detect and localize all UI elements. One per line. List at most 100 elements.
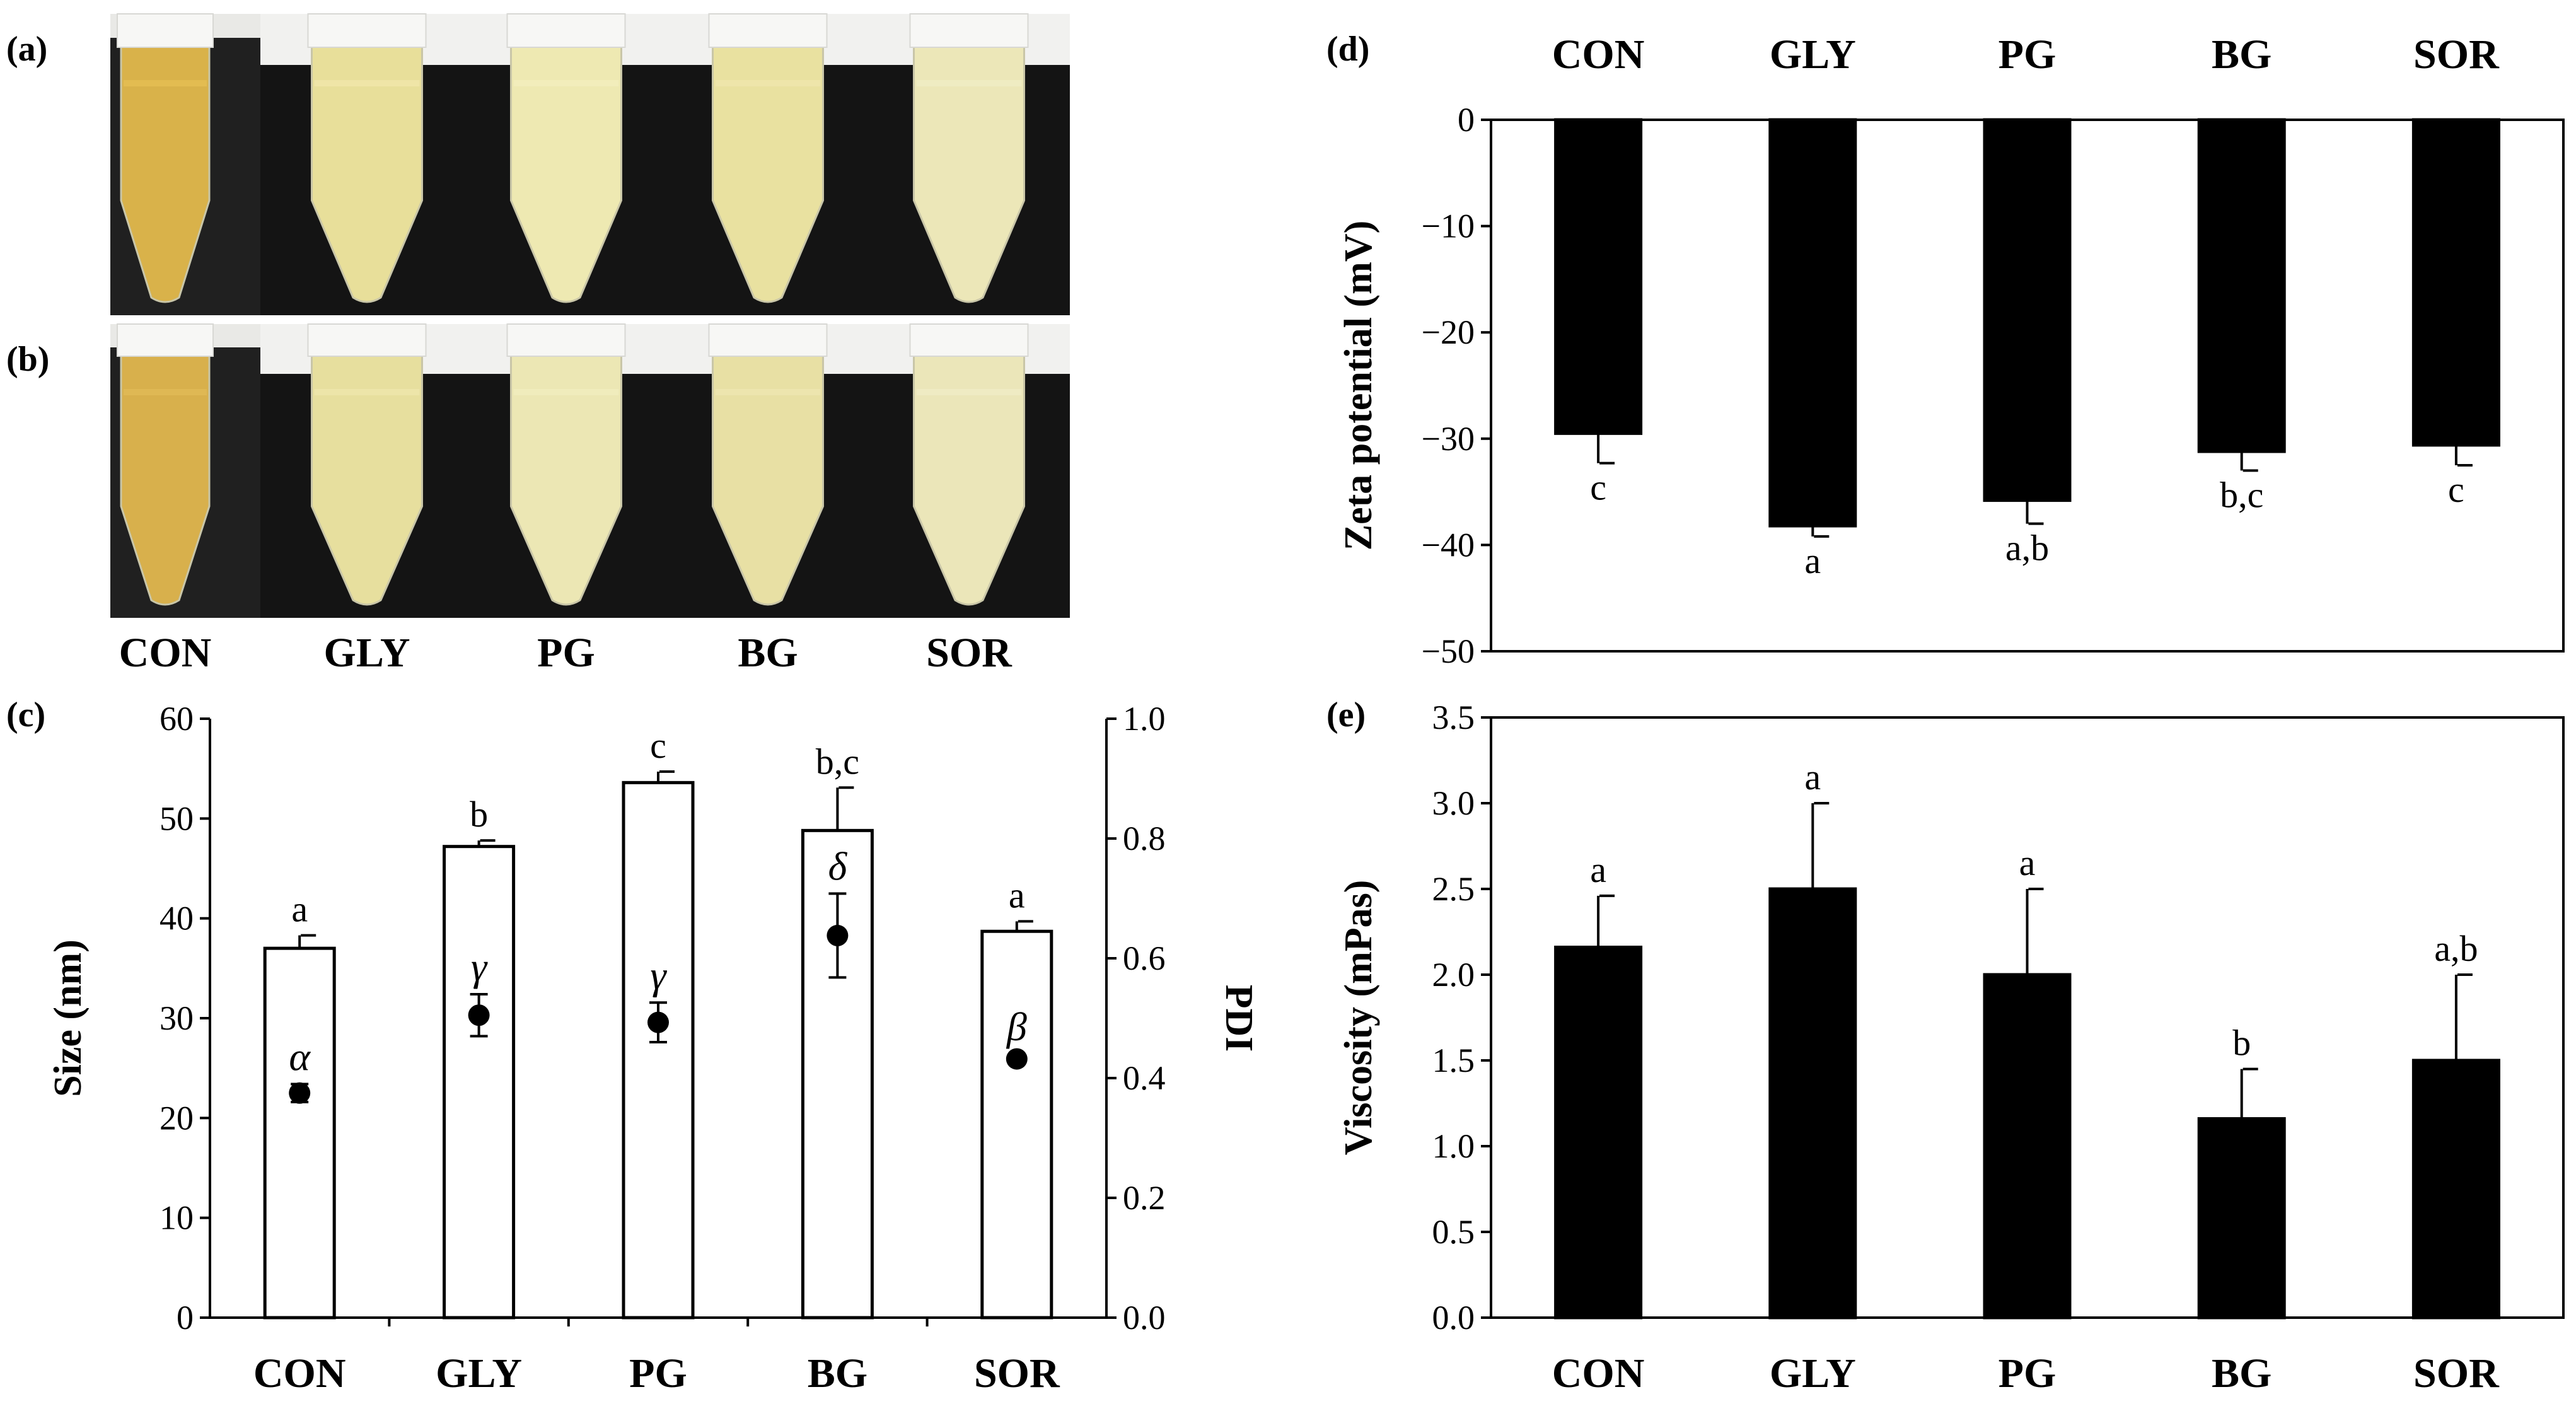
x-category-label-sor: SOR xyxy=(974,1350,1060,1396)
bar-bg xyxy=(801,828,874,1320)
chart-c: a b c b,c a α γ γ δ β 0 10 20 30 40 50 60 0.0 0.2 0.4 0.6 0.8… xyxy=(47,700,1260,1396)
x-category-label-bg: BG xyxy=(2212,32,2271,78)
x-category-label-con: CON xyxy=(253,1350,346,1396)
y-tick-label: 0 xyxy=(177,1299,194,1337)
sig-letter-gly: a xyxy=(1804,757,1821,798)
tube-sor xyxy=(913,43,1025,303)
sig-letter-pg: a,b xyxy=(2005,528,2049,569)
tube-meniscus-gly xyxy=(314,80,420,86)
x-category-label-con: CON xyxy=(1552,1350,1645,1396)
x-category-label-sor: SOR xyxy=(2413,1350,2500,1396)
pdi-point-sor xyxy=(1006,1048,1028,1070)
photo-panel-b xyxy=(110,323,1070,618)
y-tick-label: −20 xyxy=(1422,313,1475,351)
pdi-point-bg xyxy=(827,924,849,946)
sig-letter-sor: c xyxy=(2448,469,2464,510)
tube-meniscus-sor xyxy=(916,80,1022,86)
y-tick-label: 50 xyxy=(160,799,194,837)
chart-e: a a a b a,b 0.0 0.5 1.0 1.5 2.0 2.5 3.0 3.5 CON GLY PG B… xyxy=(1337,699,2565,1396)
pdi-letter-pg: γ xyxy=(650,953,667,997)
tube-cap-bg xyxy=(708,13,828,48)
y-tick-label: 0 xyxy=(1458,101,1475,139)
y-tick-label: −50 xyxy=(1422,632,1475,670)
panel-label-d: (d) xyxy=(1326,30,1369,69)
y2-tick-label: 0.2 xyxy=(1123,1179,1166,1217)
sig-letter-sor: a xyxy=(1009,874,1025,915)
y-tick-label: 3.5 xyxy=(1432,699,1475,736)
bar-con xyxy=(1554,118,1643,435)
y-tick-label: 1.5 xyxy=(1432,1042,1475,1079)
panel-label-c: (c) xyxy=(6,695,45,734)
panel-label-a: (a) xyxy=(6,30,47,69)
bar-gly xyxy=(443,845,516,1320)
y-tick-label: 20 xyxy=(160,1099,194,1137)
y-tick-label: 60 xyxy=(160,700,194,738)
tube-gly xyxy=(311,352,423,606)
tube-cap-sor xyxy=(909,323,1029,357)
tube-bg xyxy=(712,43,824,303)
bar-pg xyxy=(1983,118,2072,502)
pdi-letter-sor: β xyxy=(1006,1004,1027,1049)
bar-con xyxy=(1554,945,1643,1320)
y-tick-label: 2.0 xyxy=(1432,956,1475,994)
tube-cap-gly xyxy=(307,323,427,357)
y-tick-label: 3.0 xyxy=(1432,784,1475,822)
sig-letter-con: a xyxy=(1590,849,1606,890)
x-category-label-bg: BG xyxy=(2212,1350,2271,1396)
tube-cap-con xyxy=(117,13,214,48)
tube-bg xyxy=(712,352,824,606)
sig-letter-gly: a xyxy=(1804,540,1821,581)
tube-cap-pg xyxy=(506,323,626,357)
y2-tick-label: 0.4 xyxy=(1123,1059,1166,1097)
bar-sor xyxy=(2411,118,2500,447)
sig-letter-sor: a,b xyxy=(2434,928,2478,969)
y-tick-label: 40 xyxy=(160,900,194,937)
panel-label-b: (b) xyxy=(6,340,49,379)
tube-con xyxy=(120,43,211,303)
photo-label-bg: BG xyxy=(738,630,798,676)
y-axis-title: Viscosity (mPas) xyxy=(1337,880,1380,1156)
plot-frame xyxy=(1490,119,2565,653)
x-category-label-pg: PG xyxy=(629,1350,687,1396)
y-tick-label: 1.0 xyxy=(1432,1127,1475,1165)
pdi-point-con xyxy=(289,1082,311,1104)
y2-tick-label: 0.0 xyxy=(1123,1299,1166,1337)
tube-sor xyxy=(913,352,1025,606)
photo-label-sor: SOR xyxy=(926,630,1012,676)
tube-meniscus-gly xyxy=(314,389,420,395)
photo-label-pg: PG xyxy=(537,630,595,676)
pdi-point-gly xyxy=(468,1004,490,1026)
tube-gly xyxy=(311,43,423,303)
y-axis-title: Zeta potential (mV) xyxy=(1337,221,1380,550)
x-category-label-bg: BG xyxy=(808,1350,867,1396)
y-tick-label: 0.5 xyxy=(1432,1213,1475,1251)
x-category-label-sor: SOR xyxy=(2413,32,2500,78)
sig-letter-bg: b,c xyxy=(816,741,859,782)
y-tick-label: 10 xyxy=(160,1199,194,1237)
x-category-label-gly: GLY xyxy=(1770,1350,1856,1396)
tube-meniscus-sor xyxy=(916,389,1022,395)
x-category-label-gly: GLY xyxy=(436,1350,522,1396)
y-tick-label: −10 xyxy=(1422,207,1475,245)
sig-letter-pg: a xyxy=(2019,842,2036,883)
sig-letter-gly: b xyxy=(470,794,488,835)
tube-meniscus-con xyxy=(124,389,207,395)
y-tick-label: 0.0 xyxy=(1432,1299,1475,1337)
tube-meniscus-pg xyxy=(513,389,619,395)
bar-pg xyxy=(1983,973,2072,1320)
sig-letter-bg: b xyxy=(2232,1023,2251,1064)
pdi-letter-bg: δ xyxy=(828,844,848,888)
sig-letter-bg: b,c xyxy=(2220,474,2263,515)
pdi-letter-gly: γ xyxy=(471,944,488,989)
pdi-letter-con: α xyxy=(289,1035,311,1079)
tube-meniscus-bg xyxy=(715,389,821,395)
sig-letter-con: c xyxy=(1590,467,1606,508)
bar-bg xyxy=(2197,1117,2286,1320)
tube-cap-con xyxy=(117,323,214,357)
sig-letter-con: a xyxy=(291,889,308,930)
bar-gly xyxy=(1768,887,1857,1320)
bar-sor xyxy=(2411,1059,2500,1320)
y2-tick-label: 0.8 xyxy=(1123,820,1166,857)
bar-sor xyxy=(980,929,1053,1320)
